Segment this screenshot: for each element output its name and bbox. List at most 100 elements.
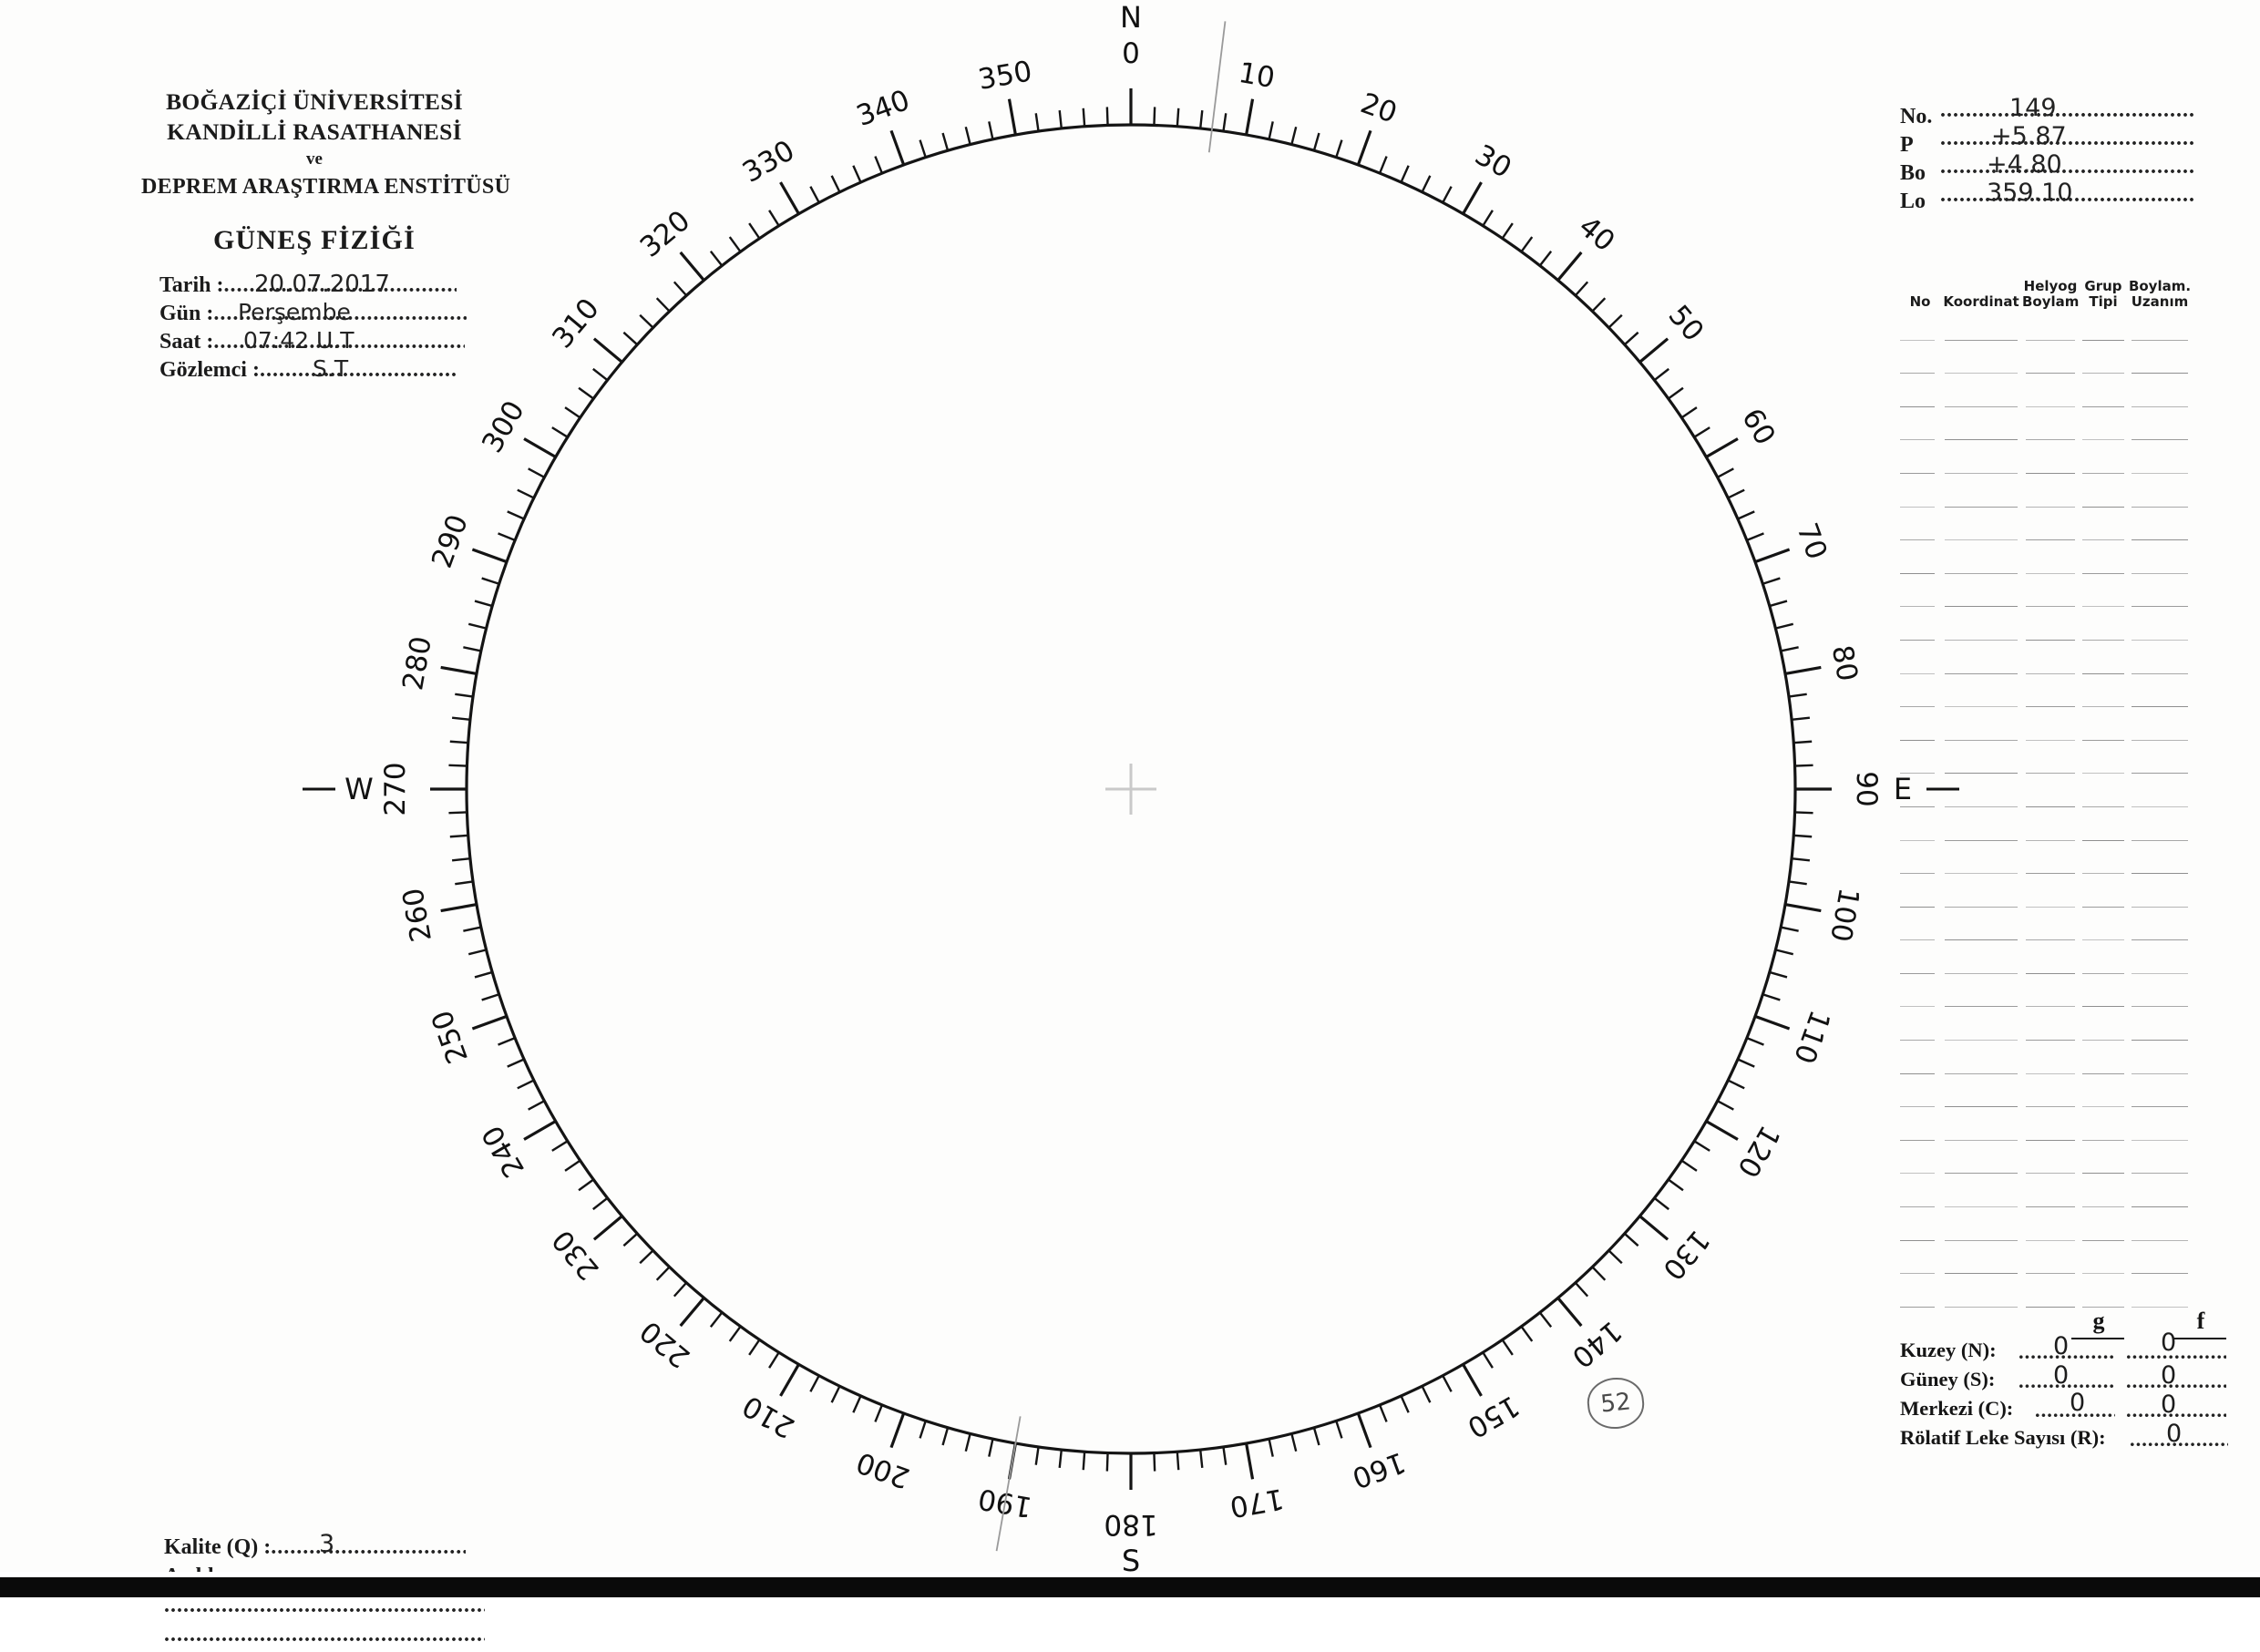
table-cell[interactable]	[2128, 810, 2192, 844]
table-cell[interactable]	[1900, 1110, 1940, 1144]
table-cell[interactable]	[1900, 1043, 1940, 1077]
table-row[interactable]	[1900, 1110, 2192, 1144]
table-cell[interactable]	[2079, 677, 2128, 711]
table-cell[interactable]	[1940, 910, 2022, 944]
table-cell[interactable]	[2022, 610, 2079, 643]
table-cell[interactable]	[1940, 610, 2022, 643]
table-cell[interactable]	[1940, 977, 2022, 1011]
table-cell[interactable]	[1940, 943, 2022, 977]
table-cell[interactable]	[2022, 376, 2079, 410]
table-cell[interactable]	[2128, 1077, 2192, 1111]
table-cell[interactable]	[1900, 477, 1940, 510]
table-cell[interactable]	[1900, 577, 1940, 611]
table-cell[interactable]	[2128, 844, 2192, 877]
table-row[interactable]	[1900, 677, 2192, 711]
table-row[interactable]	[1900, 710, 2192, 744]
table-cell[interactable]	[2022, 510, 2079, 544]
table-cell[interactable]	[1900, 677, 1940, 711]
table-cell[interactable]	[2079, 643, 2128, 677]
table-cell[interactable]	[2079, 1043, 2128, 1077]
table-cell[interactable]	[2128, 1244, 2192, 1277]
table-row[interactable]	[1900, 510, 2192, 544]
table-cell[interactable]	[1940, 344, 2022, 377]
table-cell[interactable]	[2079, 977, 2128, 1011]
table-cell[interactable]	[1940, 1043, 2022, 1077]
table-cell[interactable]	[1940, 477, 2022, 510]
table-row[interactable]	[1900, 910, 2192, 944]
table-cell[interactable]	[1900, 1010, 1940, 1043]
table-row[interactable]	[1900, 977, 2192, 1011]
table-cell[interactable]	[2022, 1210, 2079, 1244]
table-cell[interactable]	[1940, 1077, 2022, 1111]
table-cell[interactable]	[2079, 776, 2128, 810]
table-cell[interactable]	[2022, 776, 2079, 810]
table-row[interactable]	[1900, 877, 2192, 910]
table-row[interactable]	[1900, 477, 2192, 510]
table-cell[interactable]	[2128, 1144, 2192, 1177]
table-cell[interactable]	[1940, 1110, 2022, 1144]
table-cell[interactable]	[2128, 910, 2192, 944]
table-cell[interactable]	[2079, 1244, 2128, 1277]
table-cell[interactable]	[2022, 310, 2079, 344]
table-cell[interactable]	[1900, 810, 1940, 844]
table-cell[interactable]	[1900, 1176, 1940, 1210]
table-cell[interactable]	[1900, 844, 1940, 877]
table-cell[interactable]	[1900, 1277, 1940, 1310]
table-cell[interactable]	[1940, 810, 2022, 844]
table-cell[interactable]	[2128, 376, 2192, 410]
table-cell[interactable]	[1900, 1144, 1940, 1177]
table-cell[interactable]	[2079, 877, 2128, 910]
table-cell[interactable]	[1900, 443, 1940, 477]
table-cell[interactable]	[2128, 776, 2192, 810]
table-row[interactable]	[1900, 376, 2192, 410]
table-row[interactable]	[1900, 1277, 2192, 1310]
table-cell[interactable]	[1940, 577, 2022, 611]
table-cell[interactable]	[1940, 543, 2022, 577]
table-cell[interactable]	[2022, 1110, 2079, 1144]
table-cell[interactable]	[2022, 910, 2079, 944]
table-row[interactable]	[1900, 810, 2192, 844]
table-cell[interactable]	[2022, 477, 2079, 510]
table-cell[interactable]	[2022, 810, 2079, 844]
table-cell[interactable]	[2022, 1244, 2079, 1277]
table-cell[interactable]	[2079, 610, 2128, 643]
table-row[interactable]	[1900, 577, 2192, 611]
table-cell[interactable]	[2128, 443, 2192, 477]
table-cell[interactable]	[2128, 610, 2192, 643]
table-cell[interactable]	[1900, 376, 1940, 410]
table-row[interactable]	[1900, 943, 2192, 977]
table-cell[interactable]	[2079, 710, 2128, 744]
table-cell[interactable]	[1900, 910, 1940, 944]
table-cell[interactable]	[2022, 1277, 2079, 1310]
table-cell[interactable]	[2079, 1277, 2128, 1310]
table-cell[interactable]	[2022, 977, 2079, 1011]
table-cell[interactable]	[2128, 477, 2192, 510]
table-cell[interactable]	[1900, 877, 1940, 910]
table-cell[interactable]	[1900, 344, 1940, 377]
table-cell[interactable]	[2128, 710, 2192, 744]
table-cell[interactable]	[2022, 1176, 2079, 1210]
table-cell[interactable]	[2128, 1010, 2192, 1043]
table-cell[interactable]	[2079, 844, 2128, 877]
table-cell[interactable]	[1900, 1210, 1940, 1244]
table-cell[interactable]	[2079, 1077, 2128, 1111]
table-cell[interactable]	[2022, 543, 2079, 577]
table-cell[interactable]	[2128, 1043, 2192, 1077]
table-cell[interactable]	[2128, 877, 2192, 910]
table-row[interactable]	[1900, 776, 2192, 810]
table-cell[interactable]	[1900, 1077, 1940, 1111]
table-cell[interactable]	[2022, 1077, 2079, 1111]
table-cell[interactable]	[1900, 510, 1940, 544]
table-cell[interactable]	[2128, 1277, 2192, 1310]
table-cell[interactable]	[2079, 810, 2128, 844]
table-cell[interactable]	[2079, 310, 2128, 344]
table-cell[interactable]	[1940, 410, 2022, 444]
table-cell[interactable]	[2079, 577, 2128, 611]
table-cell[interactable]	[2022, 344, 2079, 377]
table-cell[interactable]	[1900, 410, 1940, 444]
table-cell[interactable]	[2128, 410, 2192, 444]
table-cell[interactable]	[2022, 443, 2079, 477]
table-cell[interactable]	[2022, 1144, 2079, 1177]
table-cell[interactable]	[2128, 510, 2192, 544]
table-row[interactable]	[1900, 744, 2192, 777]
